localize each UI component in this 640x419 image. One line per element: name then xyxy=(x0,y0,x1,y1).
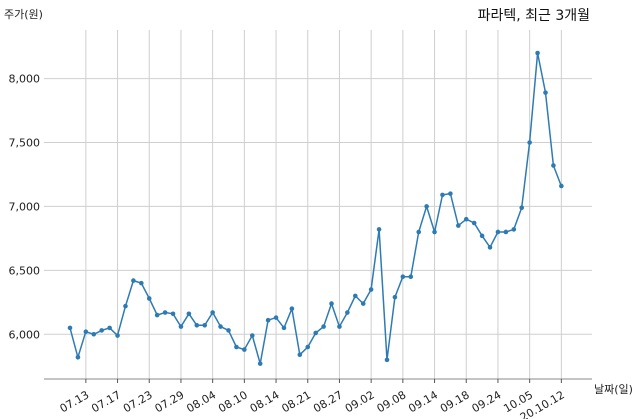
price-point xyxy=(154,312,160,318)
x-tick-label: 09.14 xyxy=(406,388,440,415)
price-point xyxy=(210,310,215,315)
price-point xyxy=(337,324,342,329)
y-axis-label: 주가(원) xyxy=(4,8,43,21)
price-point xyxy=(479,233,485,239)
x-tick-label: 07.29 xyxy=(153,388,187,415)
price-point xyxy=(218,324,223,329)
price-point xyxy=(400,274,406,280)
price-point xyxy=(408,274,414,280)
price-point xyxy=(424,204,429,209)
price-point xyxy=(463,216,469,222)
price-point xyxy=(162,310,168,315)
price-point xyxy=(368,287,374,292)
price-point xyxy=(432,229,437,235)
y-tick-label: 8,000 xyxy=(9,73,41,86)
price-point xyxy=(202,323,208,328)
price-point xyxy=(543,90,548,95)
x-tick-label: 08.04 xyxy=(184,388,218,415)
price-point xyxy=(146,296,152,301)
y-tick-label: 6,000 xyxy=(9,328,41,341)
price-point xyxy=(551,163,556,168)
price-point xyxy=(384,357,390,363)
price-point xyxy=(353,293,358,299)
y-axis-ticks: 6,000 6,500 7,000 7,500 8,000 xyxy=(9,73,41,342)
grid-lines xyxy=(44,30,592,379)
x-tick-label: 08.27 xyxy=(311,388,345,415)
price-point xyxy=(226,328,231,333)
price-point xyxy=(249,333,255,338)
x-tick-label: 07.13 xyxy=(58,388,92,415)
x-tick-label: 09.08 xyxy=(375,388,409,415)
x-tick-label: 09.18 xyxy=(438,388,472,415)
price-series xyxy=(67,50,564,366)
price-point xyxy=(131,278,136,283)
price-point xyxy=(170,311,176,317)
price-point xyxy=(139,280,144,286)
price-point xyxy=(527,140,532,145)
price-point xyxy=(297,352,303,358)
price-point xyxy=(345,310,350,315)
x-tick-label: 09.24 xyxy=(470,388,504,415)
price-point xyxy=(535,50,540,56)
x-axis-ticks: 07.1307.1707.2307.2908.0408.1008.1408.21… xyxy=(58,379,567,419)
price-point xyxy=(376,227,382,232)
price-point xyxy=(392,294,398,300)
price-point xyxy=(234,344,239,350)
x-tick-label: 08.21 xyxy=(279,388,313,415)
price-point xyxy=(321,324,326,329)
x-tick-label: 07.23 xyxy=(121,388,155,415)
price-point xyxy=(194,323,200,328)
price-point xyxy=(186,311,192,317)
chart-title: 파라텍, 최근 3개월 xyxy=(478,8,590,24)
price-line xyxy=(69,52,562,364)
price-point xyxy=(83,329,89,334)
price-point xyxy=(99,328,104,333)
price-point xyxy=(265,317,271,323)
x-tick-label: 08.14 xyxy=(248,388,282,415)
price-point xyxy=(416,229,422,235)
y-tick-label: 6,500 xyxy=(9,264,41,277)
price-point xyxy=(559,183,564,189)
price-point xyxy=(257,361,263,366)
price-point xyxy=(471,220,477,226)
price-point xyxy=(91,331,97,337)
price-point xyxy=(281,325,287,331)
price-point xyxy=(440,192,445,198)
price-point xyxy=(329,301,334,306)
price-point xyxy=(487,245,493,250)
price-point xyxy=(360,301,366,306)
x-tick-label: 08.10 xyxy=(216,388,250,415)
price-point xyxy=(511,227,517,232)
price-point xyxy=(313,330,318,336)
price-point xyxy=(503,229,509,235)
x-axis-label: 날짜(일) xyxy=(594,382,633,396)
price-point xyxy=(519,205,525,210)
price-point xyxy=(495,229,501,235)
price-point xyxy=(123,303,128,309)
x-tick-label: 09.02 xyxy=(343,388,377,415)
price-point xyxy=(115,333,120,338)
price-point xyxy=(107,325,112,331)
price-point xyxy=(273,315,279,320)
price-point xyxy=(448,191,453,196)
x-tick-label: 07.17 xyxy=(89,388,123,415)
y-tick-label: 7,500 xyxy=(9,136,41,149)
price-point xyxy=(456,223,461,228)
y-tick-label: 7,000 xyxy=(9,200,41,213)
price-point xyxy=(67,325,73,331)
price-point xyxy=(242,347,247,352)
price-point xyxy=(305,344,311,350)
price-point xyxy=(75,354,81,360)
price-point xyxy=(178,324,184,329)
price-point xyxy=(289,306,295,311)
